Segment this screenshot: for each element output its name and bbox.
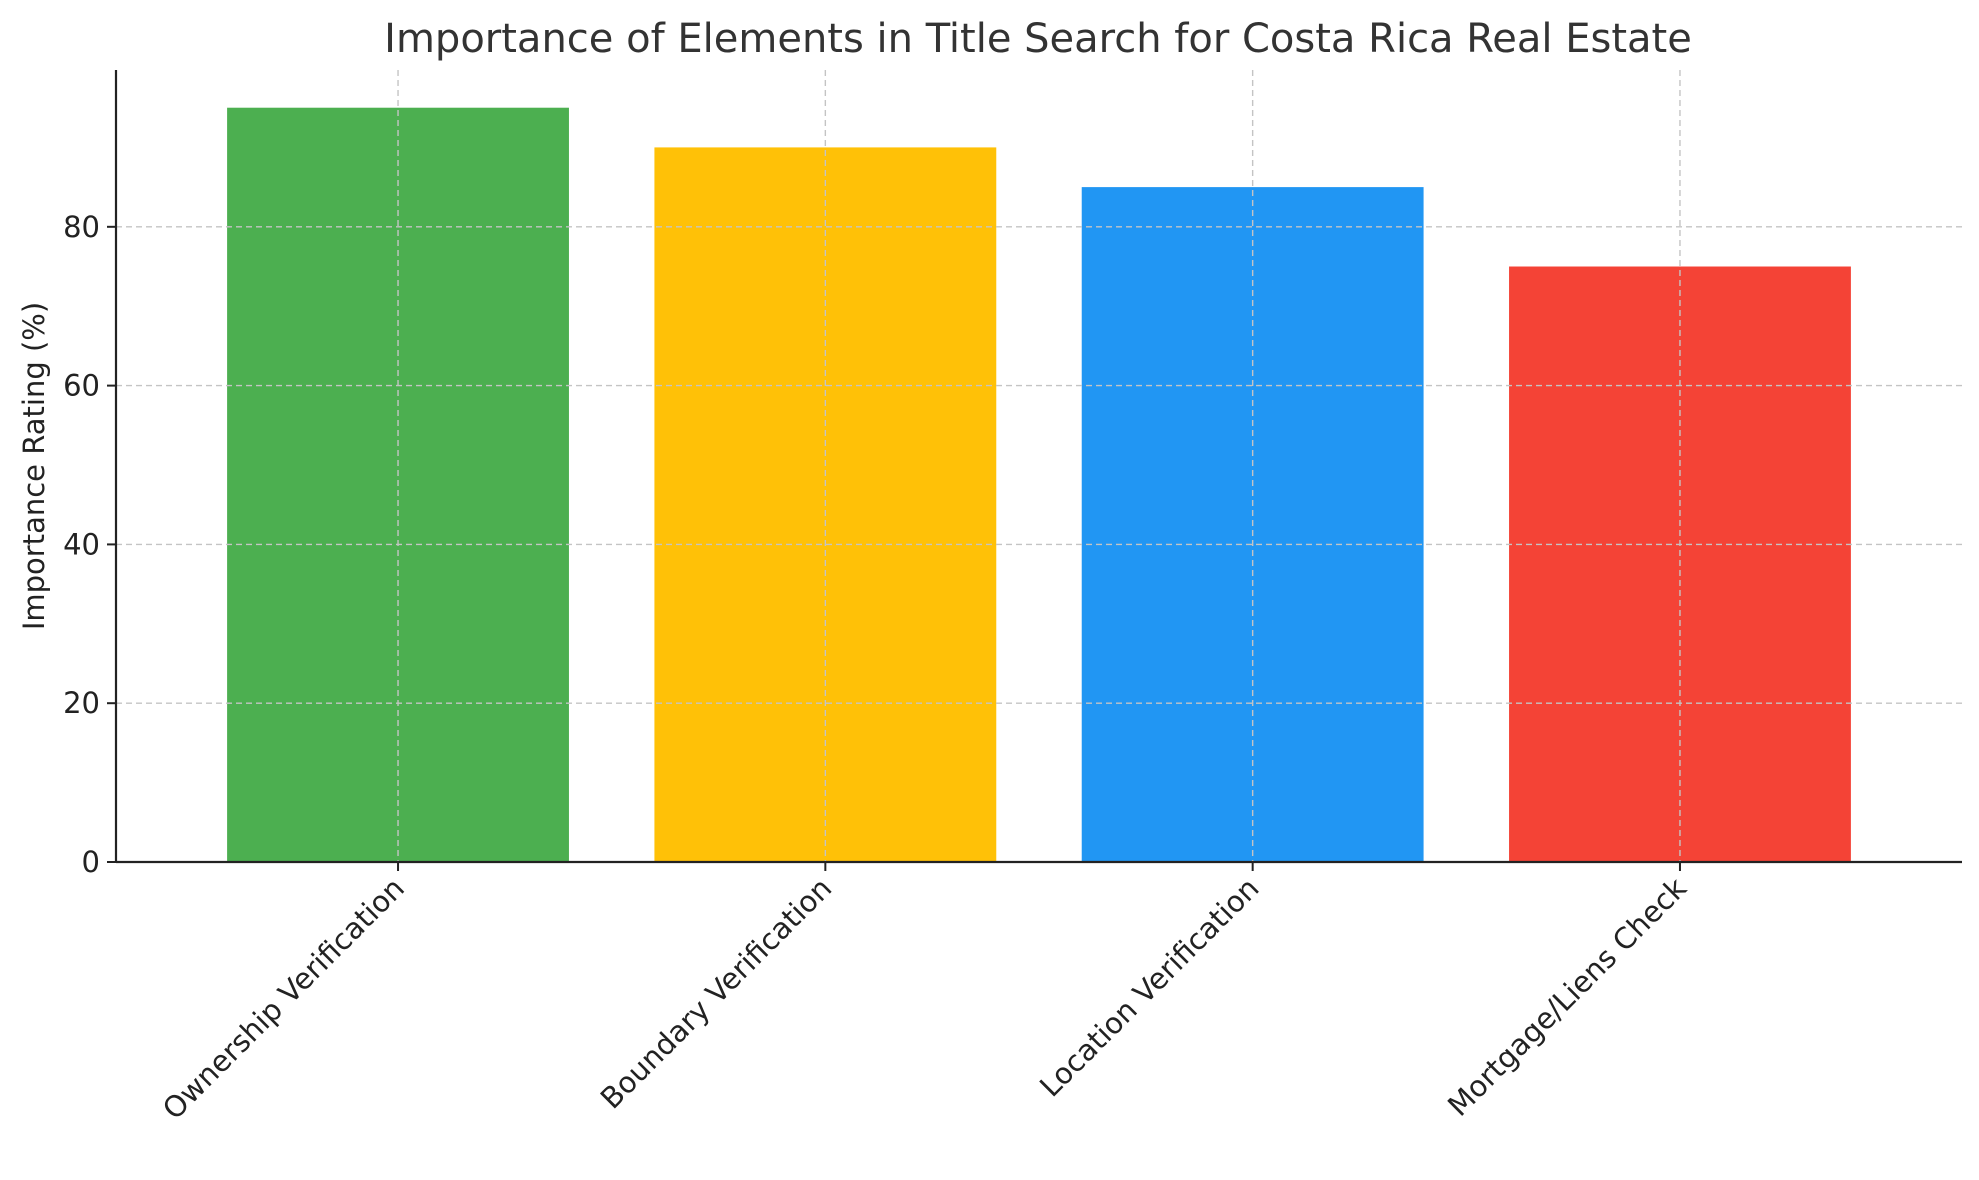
x-tick-label: Ownership Verification [156, 871, 411, 1126]
axes-layer [114, 70, 1962, 864]
y-tick-label: 20 [63, 686, 100, 720]
y-tick-label: 80 [63, 210, 100, 244]
bars-layer [227, 107, 1851, 863]
y-tick-label: 60 [63, 369, 100, 403]
y-tick-label: 0 [82, 845, 100, 879]
x-tick-label: Location Verification [1033, 871, 1266, 1104]
y-tick-label: 40 [63, 527, 100, 561]
x-tick-label: Boundary Verification [594, 871, 839, 1116]
x-tick-label: Mortgage/Liens Check [1441, 871, 1693, 1123]
grid-layer [116, 70, 1962, 862]
chart-title: Importance of Elements in Title Search f… [384, 16, 1692, 62]
y-axis-label: Importance Rating (%) [17, 302, 51, 630]
